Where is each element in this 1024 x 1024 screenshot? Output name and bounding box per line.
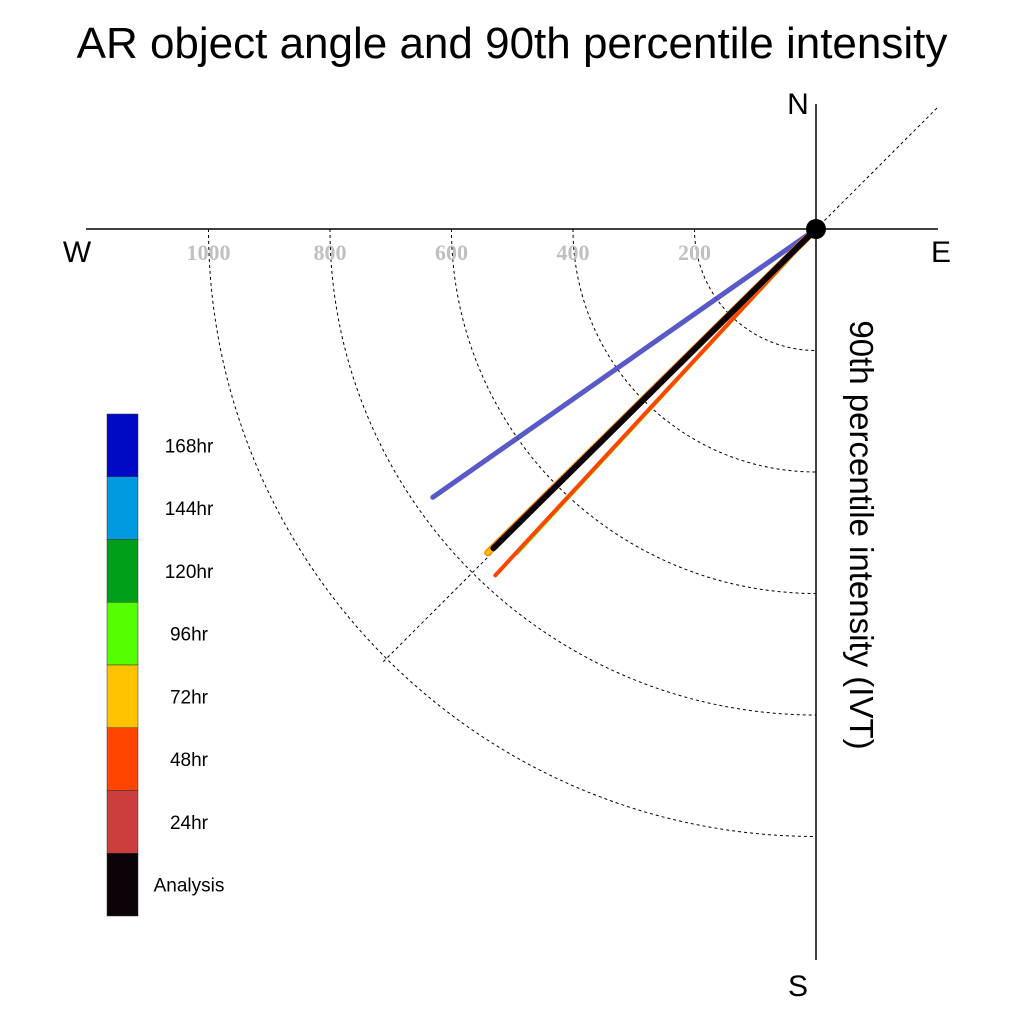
- series-vectors: [430, 225, 820, 578]
- legend-label-144hr: 144hr: [165, 499, 214, 520]
- grid-ring-400: [572, 228, 817, 473]
- vector-analysis: [490, 226, 819, 552]
- legend-label-analysis: Analysis: [154, 876, 225, 897]
- radial-axis-label: 90th percentile intensity (IVT): [843, 320, 880, 749]
- compass-west-label: W: [63, 236, 92, 269]
- legend-swatch-48hr: [106, 727, 139, 791]
- legend-swatch-120hr: [106, 539, 139, 603]
- origin-marker: [806, 219, 826, 239]
- grid-ring-800: [329, 228, 817, 716]
- grid-ring-200: [694, 228, 817, 351]
- grid-ring-600: [451, 228, 817, 594]
- legend: 168hr 144hr 120hr 96hr 72hr 48hr 24hr Analysis: [106, 413, 225, 917]
- vector-168hr: [430, 226, 819, 500]
- compass-east-label: E: [931, 236, 951, 269]
- legend-label-96hr: 96hr: [170, 625, 209, 646]
- legend-swatch-168hr: [106, 413, 139, 477]
- legend-label-120hr: 120hr: [165, 562, 214, 583]
- vector-48hr: [493, 227, 818, 578]
- compass-north-label: N: [787, 88, 809, 121]
- legend-swatch-24hr: [106, 790, 139, 854]
- legend-swatch-96hr: [106, 602, 139, 666]
- tick-label-1000: 1000: [187, 240, 231, 265]
- legend-label-48hr: 48hr: [170, 750, 209, 771]
- legend-label-72hr: 72hr: [170, 687, 209, 708]
- chart-title: AR object angle and 90th percentile inte…: [77, 19, 948, 68]
- tick-label-600: 600: [435, 240, 468, 265]
- grid-ring-1000: [208, 228, 817, 837]
- tick-label-800: 800: [314, 240, 347, 265]
- legend-swatch-analysis: [106, 853, 139, 917]
- compass-south-label: S: [788, 970, 808, 1003]
- tick-label-200: 200: [678, 240, 711, 265]
- legend-swatch-144hr: [106, 476, 139, 540]
- radial-tick-labels: 200 400 600 800 1000: [187, 240, 712, 265]
- tick-label-400: 400: [557, 240, 590, 265]
- legend-label-168hr: 168hr: [165, 436, 214, 457]
- legend-label-24hr: 24hr: [170, 813, 209, 834]
- legend-swatch-72hr: [106, 664, 139, 728]
